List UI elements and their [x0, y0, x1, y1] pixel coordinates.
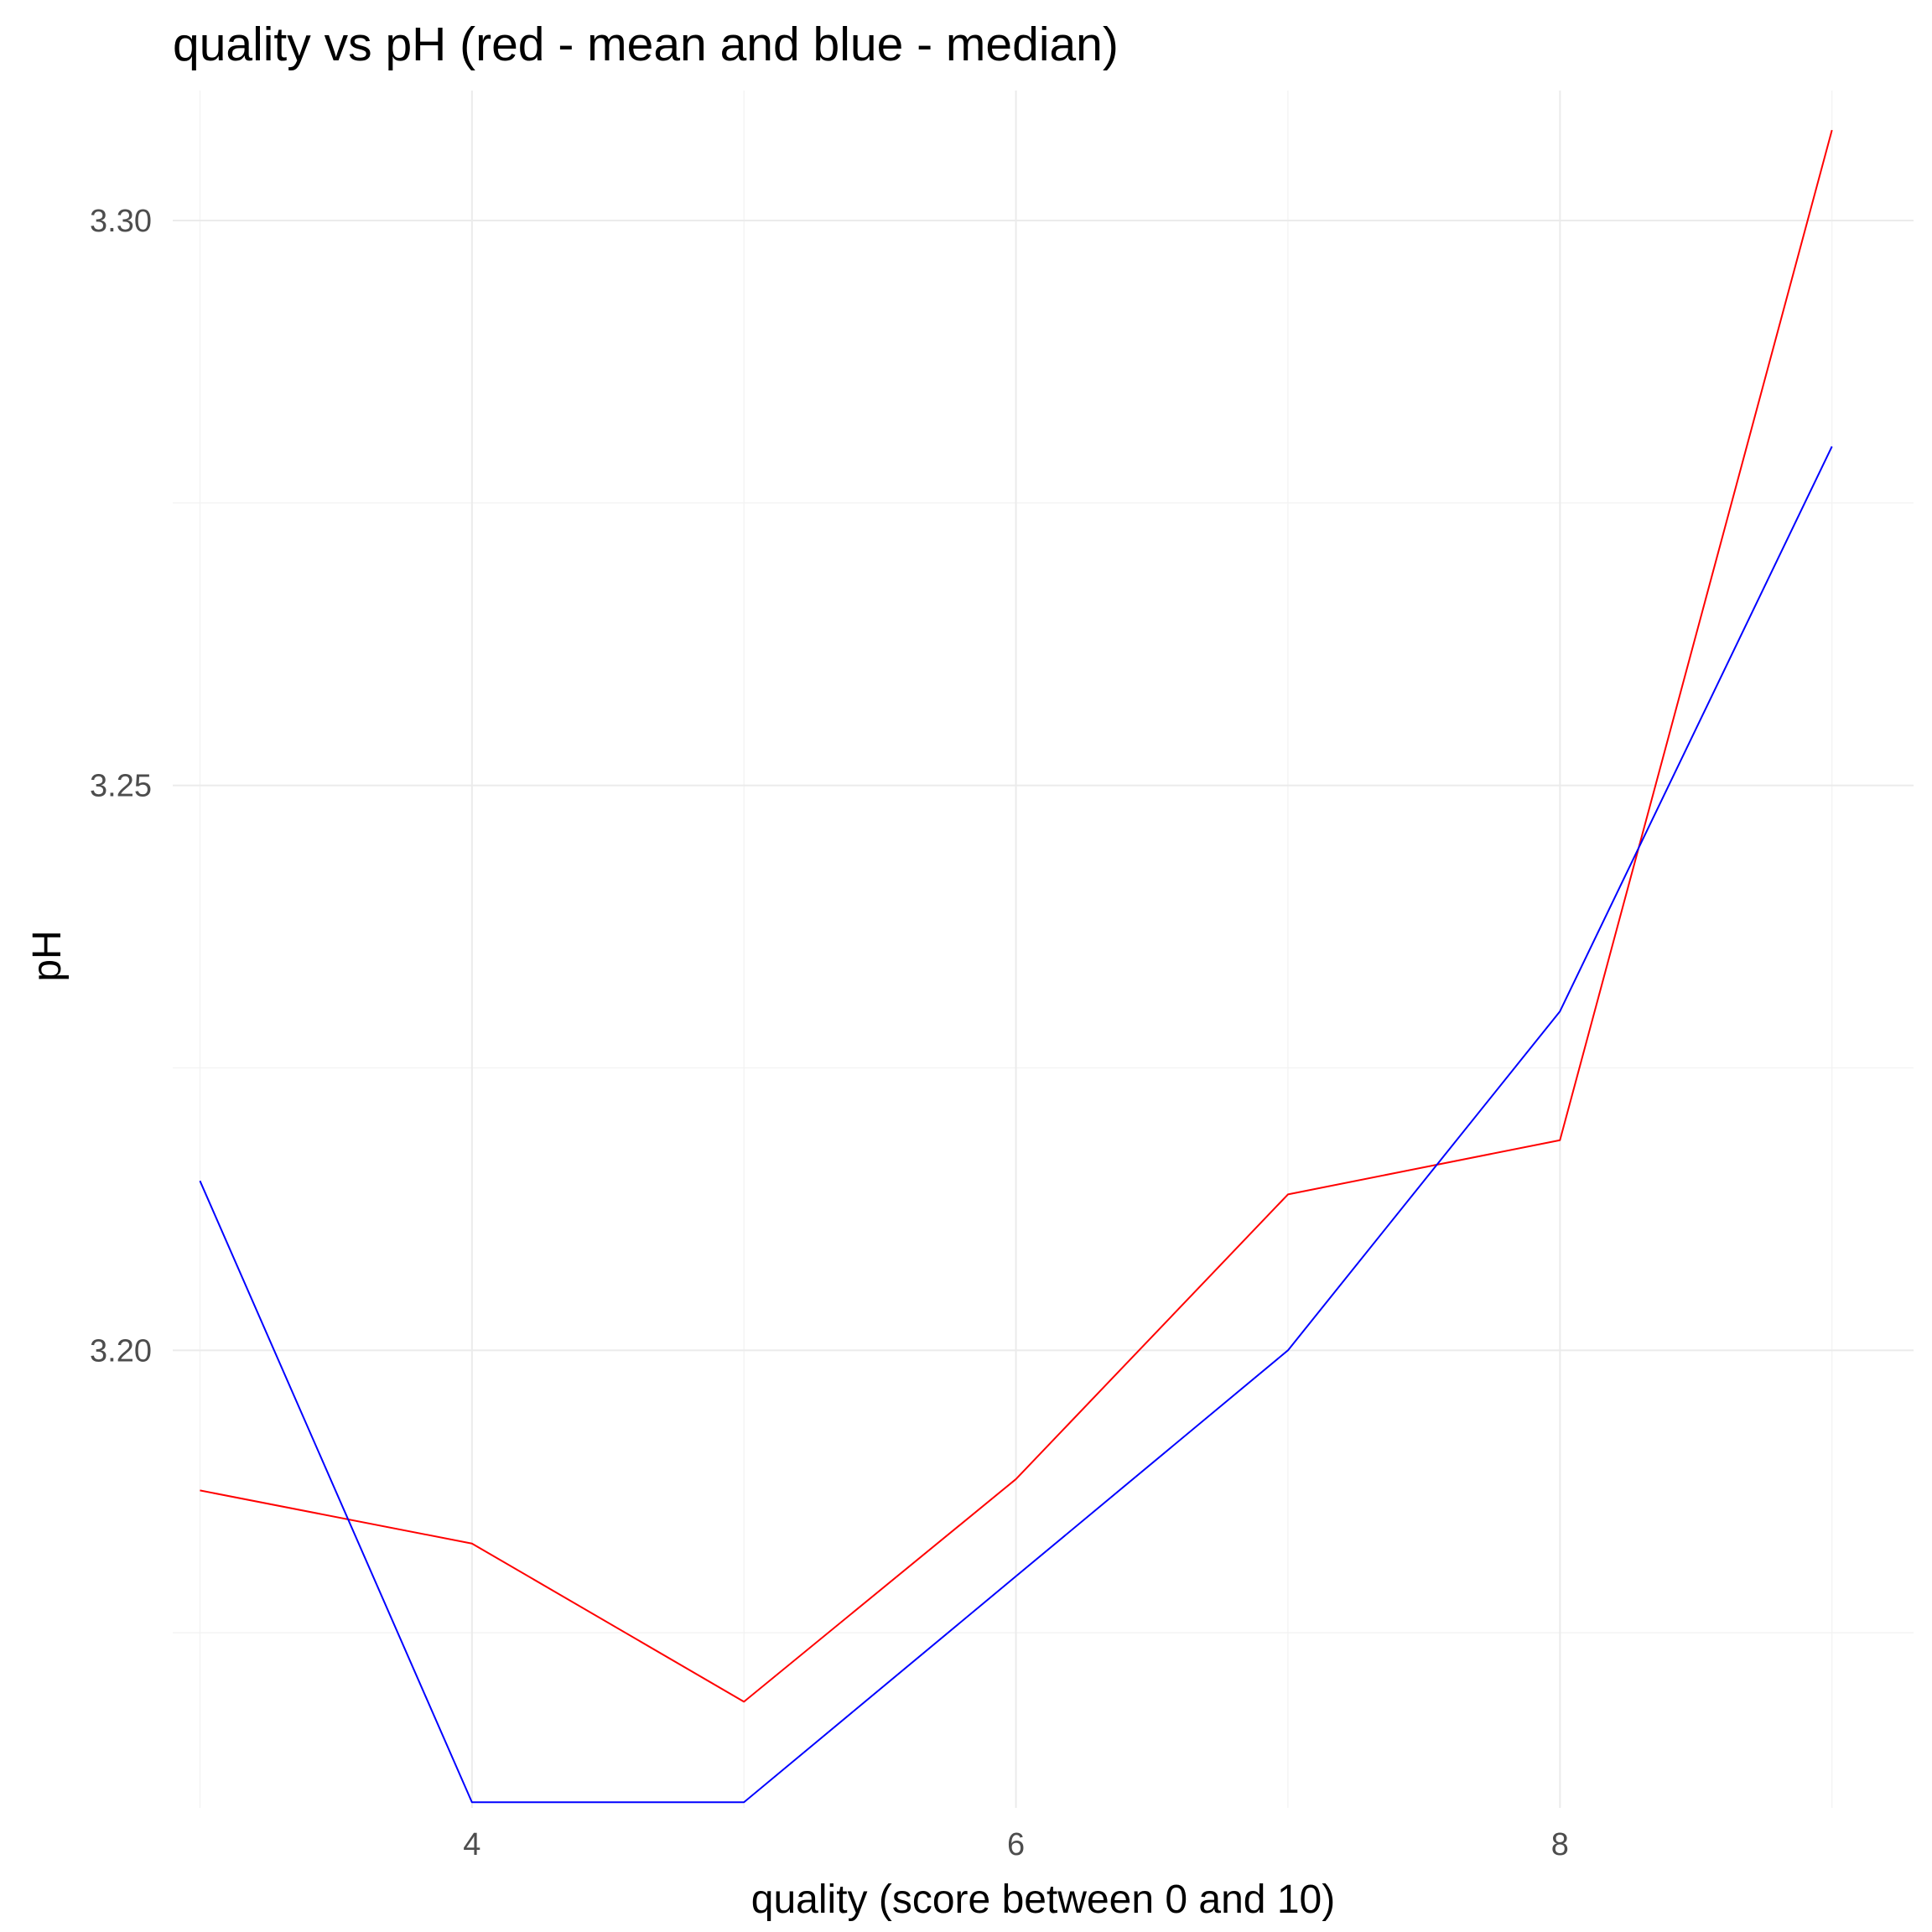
tick-labels: 4 6 8 3.20 3.25 3.30	[90, 204, 1569, 1862]
y-tick-label: 3.20	[90, 1333, 152, 1368]
chart-title: quality vs pH (red - mean and blue - med…	[173, 18, 1119, 71]
x-tick-label: 4	[463, 1827, 480, 1862]
series-line-mean	[200, 129, 1833, 1703]
x-tick-label: 6	[1007, 1827, 1025, 1862]
x-axis-label: quality (score between 0 and 10)	[751, 1877, 1335, 1922]
grid	[173, 91, 1914, 1808]
series-lines	[199, 129, 1833, 1804]
y-axis-label: pH	[25, 930, 70, 981]
y-tick-label: 3.30	[90, 204, 152, 239]
series-line-median	[199, 445, 1833, 1804]
y-tick-label: 3.25	[90, 769, 152, 804]
x-tick-label: 8	[1551, 1827, 1569, 1862]
